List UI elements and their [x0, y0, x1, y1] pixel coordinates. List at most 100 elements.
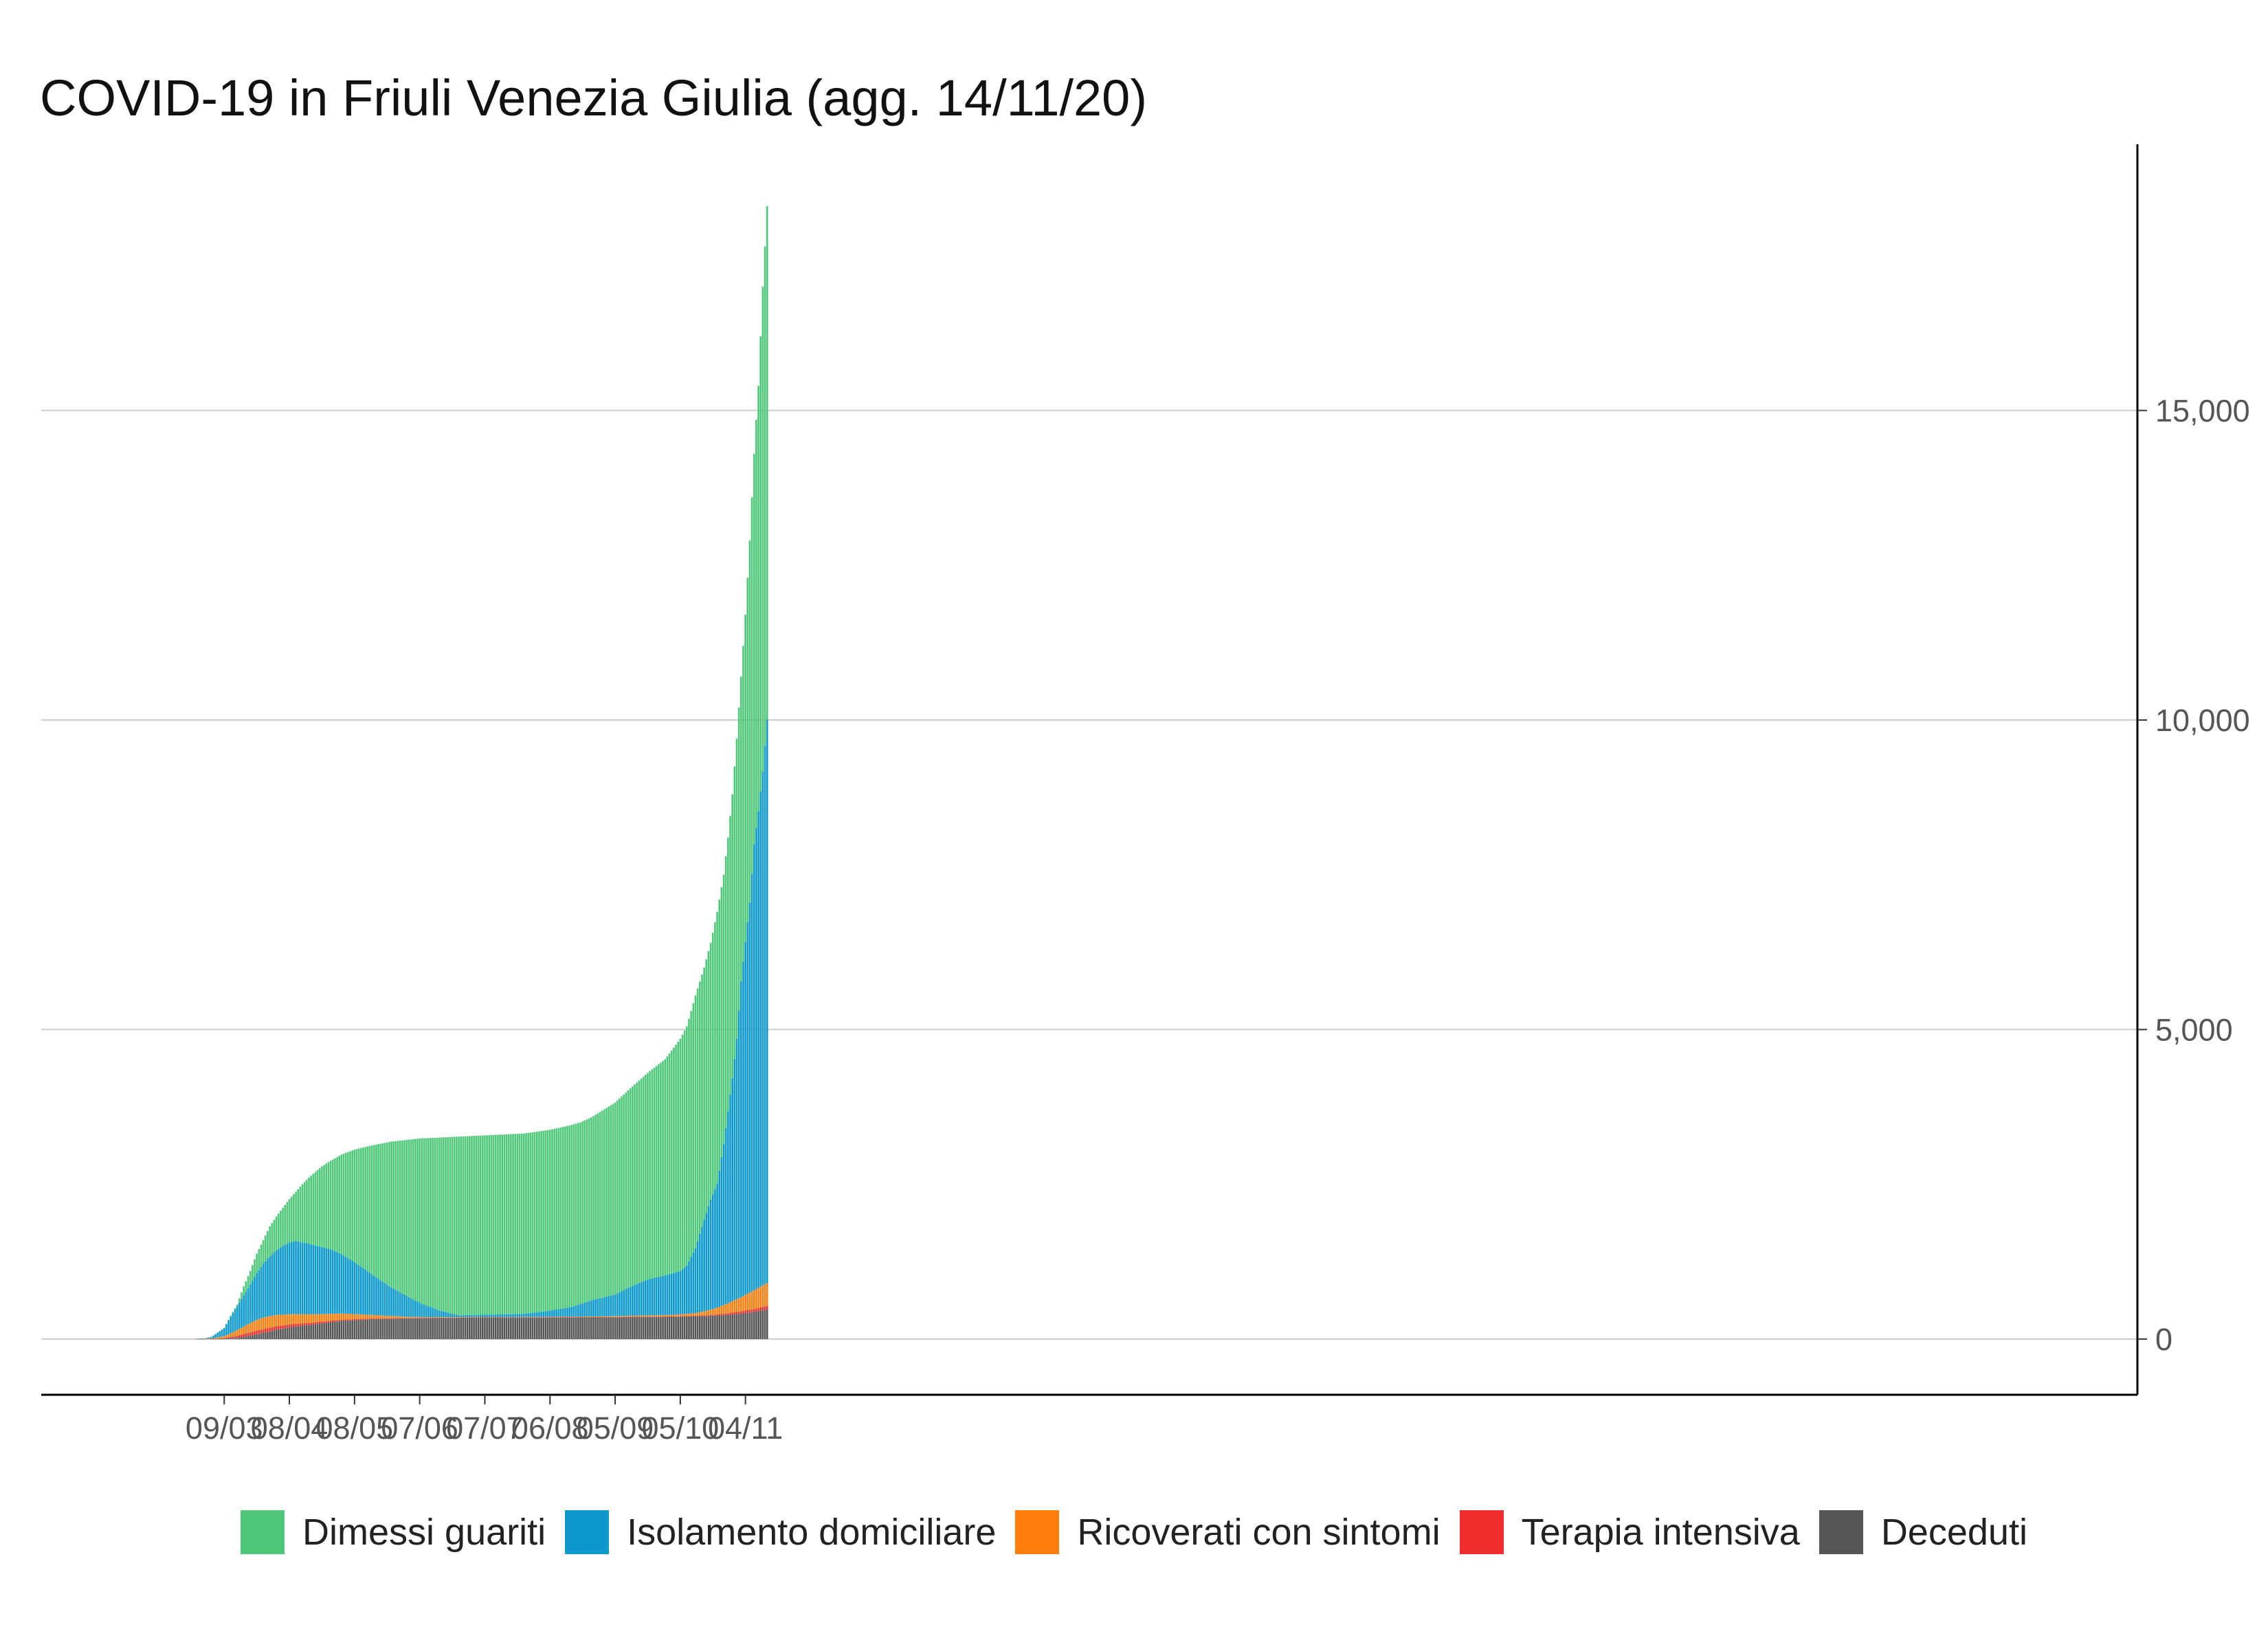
bar-segment-ricoverati: [742, 1296, 744, 1312]
bar-segment-guariti: [364, 1147, 366, 1270]
bar-segment-ricoverati: [546, 1316, 549, 1318]
bar-segment-guariti: [331, 1159, 334, 1250]
bar-segment-deceduti: [488, 1317, 491, 1339]
bar-segment-deceduti: [473, 1317, 475, 1339]
bar-segment-deceduti: [619, 1317, 621, 1339]
bar-segment-terapia: [357, 1319, 360, 1321]
day-bar: [614, 1102, 616, 1339]
bar-segment-ricoverati: [649, 1315, 651, 1317]
day-bar: [349, 1151, 351, 1339]
bar-segment-isolamento: [705, 1213, 708, 1311]
bar-segment-terapia: [331, 1320, 334, 1323]
bar-segment-isolamento: [497, 1314, 499, 1317]
bar-segment-guariti: [746, 577, 749, 923]
bar-segment-isolamento: [686, 1265, 688, 1314]
day-bar: [590, 1117, 592, 1339]
bar-segment-terapia: [707, 1315, 710, 1316]
bar-segment-ricoverati: [753, 1290, 755, 1310]
day-bar: [555, 1128, 558, 1339]
bar-segment-ricoverati: [757, 1288, 759, 1308]
bar-segment-terapia: [286, 1325, 289, 1328]
bar-segment-isolamento: [306, 1243, 308, 1314]
bar-segment-ricoverati: [634, 1315, 636, 1317]
bar-segment-deceduti: [267, 1332, 269, 1339]
bar-segment-guariti: [475, 1136, 478, 1315]
bar-segment-ricoverati: [714, 1308, 716, 1315]
bar-segment-deceduti: [514, 1317, 516, 1339]
day-bar: [386, 1142, 388, 1339]
bar-segment-isolamento: [644, 1280, 647, 1316]
bar-segment-terapia: [338, 1319, 341, 1321]
bar-segment-isolamento: [212, 1335, 214, 1338]
bar-segment-isolamento: [355, 1264, 358, 1314]
day-bar: [342, 1154, 345, 1339]
bar-segment-ricoverati: [647, 1315, 649, 1317]
day-bar: [427, 1138, 430, 1339]
day-bar: [405, 1140, 408, 1339]
bar-segment-deceduti: [705, 1316, 708, 1339]
bar-segment-ricoverati: [223, 1336, 225, 1338]
bar-segment-ricoverati: [733, 1300, 736, 1312]
bar-segment-guariti: [512, 1134, 514, 1314]
day-bar: [698, 981, 701, 1339]
bar-segment-deceduti: [383, 1319, 386, 1339]
bar-segment-deceduti: [318, 1323, 321, 1339]
bar-segment-terapia: [722, 1314, 725, 1316]
bar-segment-ricoverati: [267, 1316, 269, 1329]
bar-segment-deceduti: [497, 1317, 499, 1339]
bar-segment-terapia: [469, 1317, 471, 1319]
bar-segment-isolamento: [469, 1314, 471, 1317]
bar-segment-isolamento: [570, 1306, 573, 1317]
bar-segment-isolamento: [608, 1296, 610, 1316]
bar-segment-ricoverati: [331, 1314, 334, 1321]
day-bar: [473, 1136, 475, 1339]
bar-segment-terapia: [610, 1316, 612, 1318]
day-bar: [453, 1136, 456, 1339]
bar-segment-deceduti: [523, 1317, 525, 1339]
bar-segment-ricoverati: [219, 1336, 221, 1338]
day-bar: [421, 1138, 423, 1339]
day-bar: [236, 1304, 238, 1339]
bar-segment-isolamento: [203, 1338, 206, 1339]
day-bar: [477, 1135, 480, 1339]
bar-segment-terapia: [306, 1323, 308, 1325]
bar-segment-guariti: [479, 1135, 482, 1315]
bar-segment-deceduti: [673, 1316, 675, 1339]
bar-segment-ricoverati: [527, 1316, 529, 1318]
bar-segment-terapia: [334, 1320, 336, 1322]
bar-segment-deceduti: [347, 1321, 349, 1339]
bar-segment-ricoverati: [373, 1315, 375, 1319]
day-bar: [720, 887, 723, 1339]
bar-segment-isolamento: [318, 1246, 321, 1314]
bar-segment-isolamento: [579, 1303, 581, 1317]
bar-segment-guariti: [401, 1140, 403, 1294]
bars: [194, 206, 768, 1340]
bar-segment-ricoverati: [588, 1316, 590, 1318]
bar-segment-terapia: [559, 1317, 562, 1318]
day-bar: [351, 1150, 353, 1339]
bar-segment-terapia: [649, 1316, 651, 1317]
bar-segment-isolamento: [277, 1248, 280, 1315]
bar-segment-isolamento: [621, 1291, 623, 1316]
day-bar: [267, 1231, 269, 1339]
bar-segment-guariti: [668, 1053, 671, 1275]
bar-segment-deceduti: [751, 1312, 753, 1339]
day-bar: [681, 1034, 684, 1339]
bar-segment-ricoverati: [351, 1314, 353, 1320]
bar-segment-isolamento: [323, 1248, 325, 1314]
bar-segment-guariti: [660, 1062, 662, 1277]
bar-segment-isolamento: [423, 1304, 425, 1317]
bar-segment-deceduti: [692, 1316, 695, 1339]
bar-segment-ricoverati: [412, 1316, 414, 1319]
bar-segment-ricoverati: [473, 1316, 475, 1318]
bar-segment-ricoverati: [275, 1314, 278, 1327]
bar-segment-deceduti: [542, 1317, 545, 1339]
bar-segment-terapia: [340, 1319, 343, 1321]
day-bar: [419, 1138, 421, 1339]
bar-segment-ricoverati: [203, 1338, 206, 1339]
x-tick-label: 08/05: [316, 1411, 394, 1446]
bar-segment-terapia: [655, 1316, 658, 1317]
bar-segment-ricoverati: [277, 1314, 280, 1327]
bar-segment-deceduti: [638, 1316, 641, 1339]
